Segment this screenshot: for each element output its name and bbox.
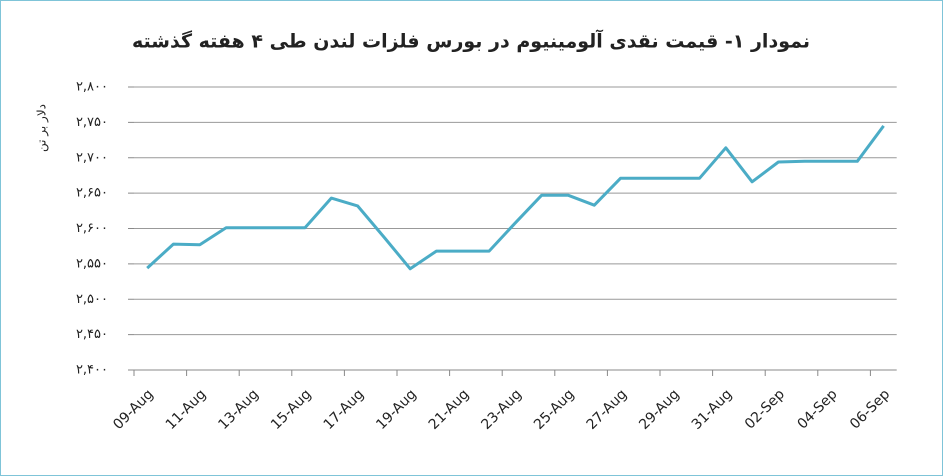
y-tick-label: ۲,۶۵۰	[76, 186, 108, 201]
y-tick-label: ۲,۵۰۰	[76, 292, 108, 307]
y-tick-label: ۲,۴۵۰	[76, 327, 108, 342]
y-tick-label: ۲,۶۰۰	[76, 221, 108, 236]
y-tick-label: ۲,۷۰۰	[76, 150, 108, 165]
y-tick-label: ۲,۷۵۰	[76, 115, 108, 130]
chart-title: نمودار ۱- قیمت نقدی آلومینیوم در بورس فل…	[132, 29, 810, 53]
y-tick-label: ۲,۵۵۰	[76, 256, 108, 271]
y-tick-label: ۲,۸۰۰	[76, 80, 108, 95]
data-line	[146, 125, 885, 271]
y-tick-label: ۲,۴۰۰	[76, 363, 108, 378]
y-axis-label: دلار بر تن	[35, 104, 50, 152]
